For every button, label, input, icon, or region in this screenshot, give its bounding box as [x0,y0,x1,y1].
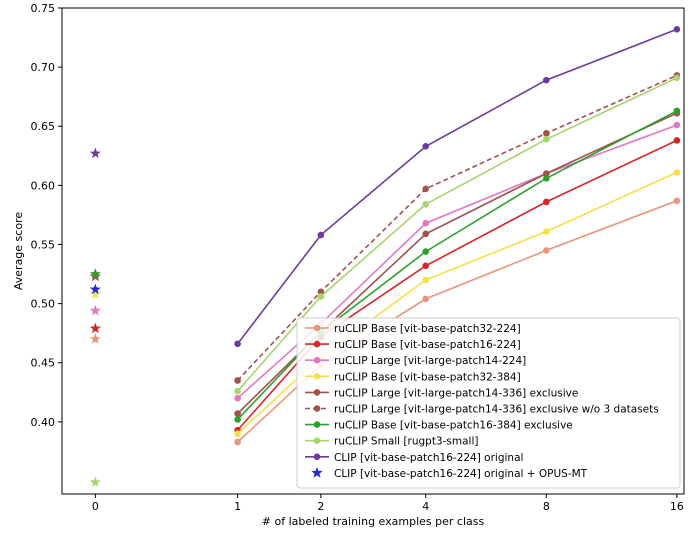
legend-marker [311,466,323,478]
legend-label: ruCLIP Small [rugpt3-small] [334,436,478,448]
series-7 [89,74,681,487]
y-tick-label: 0.40 [31,416,56,429]
zero-shot-star [89,304,101,316]
y-axis: 0.40 0.45 0.50 0.55 0.60 0.65 0.70 0.75 [31,2,62,429]
data-point [673,74,681,82]
y-tick-label: 0.75 [31,2,56,15]
legend-marker [313,389,321,396]
data-point [234,377,241,384]
legend-label: CLIP [vit-base-patch16-224] original + O… [334,468,588,480]
x-axis-label: # of labeled training examples per class [262,515,485,528]
data-point [543,76,550,84]
x-tick-label: 4 [422,500,429,513]
legend-item: CLIP [vit-base-patch16-224] original + O… [311,466,588,480]
data-point [422,262,429,270]
data-point [234,410,241,417]
legend-label: ruCLIP Large [vit-large-patch14-336] exc… [334,404,659,416]
y-tick-label: 0.70 [31,61,56,74]
data-point [543,247,550,254]
x-tick-label: 0 [92,500,99,513]
data-point [543,198,550,206]
data-point [234,438,241,446]
zero-shot-star [89,288,101,299]
legend-label: CLIP [vit-base-patch16-224] original [334,452,523,464]
legend-item: CLIP [vit-base-patch16-224] original [305,452,523,464]
legend-marker [313,356,321,364]
series-8 [89,25,681,348]
legend-box [296,317,681,489]
legend-marker [313,421,321,428]
y-axis-label: Average score [12,212,25,290]
legend-marker [313,324,321,332]
legend-marker [313,437,321,445]
series-layer [89,25,681,487]
legend-item: ruCLIP Base [vit-base-patch16-224] [305,339,521,351]
legend-label: ruCLIP Large [vit-large-patch14-336] exc… [334,387,578,399]
zero-shot-star [89,322,101,334]
data-point [422,295,429,303]
data-point [543,130,550,137]
legend-label: ruCLIP Large [vit-large-patch14-224] [334,355,526,367]
zero-shot-star [89,476,101,487]
data-point [317,288,325,296]
data-point [673,107,681,115]
legend-label: ruCLIP Base [vit-base-patch16-224] [334,339,521,351]
legend-item: ruCLIP Large [vit-large-patch14-336] exc… [305,387,578,399]
x-tick-label: 1 [234,500,241,513]
data-point [234,340,241,348]
zero-shot-star [89,268,101,279]
data-point [422,230,429,238]
data-point [234,430,241,437]
data-point [673,197,681,205]
zero-shot-star [89,333,101,344]
data-point [317,231,325,239]
zero-shot-star [89,283,101,295]
data-point [234,387,241,395]
x-tick-label: 16 [670,500,684,513]
legend: ruCLIP Base [vit-base-patch32-224] ruCLIP… [296,317,681,489]
data-point [673,169,681,176]
data-point [234,416,241,423]
data-point [422,248,429,255]
legend-item: ruCLIP Base [vit-base-patch32-384] [305,371,521,383]
data-point [543,170,550,177]
legend-marker [313,373,321,380]
y-tick-label: 0.65 [31,120,56,133]
series-9 [89,283,101,295]
data-point [673,25,681,33]
data-point [673,121,681,129]
data-point [543,228,550,235]
data-point [422,200,429,208]
legend-marker [313,453,321,461]
legend-label: ruCLIP Base [vit-base-patch16-384] exclu… [334,420,573,432]
legend-item: ruCLIP Large [vit-large-patch14-224] [305,355,526,367]
data-point [422,185,429,193]
zero-shot-star [89,147,101,159]
data-point [543,135,550,143]
y-tick-label: 0.45 [31,357,56,370]
legend-marker [313,340,321,348]
y-tick-label: 0.50 [31,298,56,311]
y-tick-label: 0.55 [31,238,56,251]
data-point [543,174,550,182]
data-point [317,293,325,300]
x-tick-label: 2 [317,500,324,513]
legend-marker [313,405,321,412]
legend-item: ruCLIP Base [vit-base-patch16-384] exclu… [305,420,573,432]
legend-item: ruCLIP Base [vit-base-patch32-224] [305,323,521,335]
legend-item: ruCLIP Large [vit-large-patch14-336] exc… [305,404,659,416]
data-point [673,137,681,144]
y-tick-label: 0.60 [31,179,56,192]
data-point [422,276,429,284]
legend-label: ruCLIP Base [vit-base-patch32-384] [334,371,521,383]
data-point [422,143,429,150]
x-axis: 0 1 2 4 8 16 [92,494,684,513]
legend-item: ruCLIP Small [rugpt3-small] [305,436,478,448]
data-point [234,394,241,402]
legend-label: ruCLIP Base [vit-base-patch32-224] [334,323,521,335]
x-tick-label: 8 [543,500,550,513]
data-point [422,219,429,227]
